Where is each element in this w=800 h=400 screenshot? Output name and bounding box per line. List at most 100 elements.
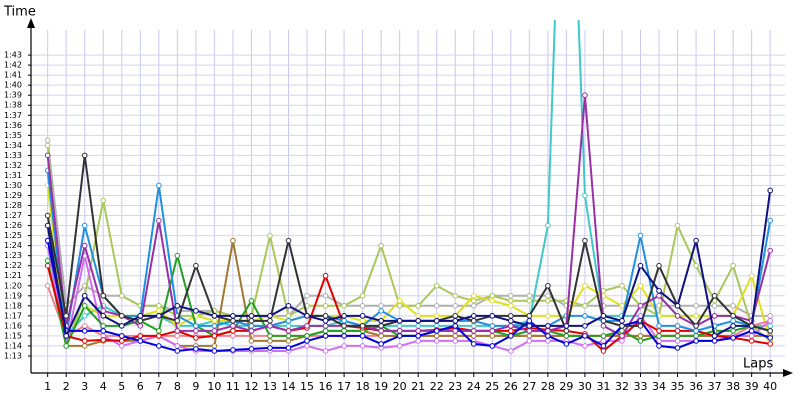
point [304,338,310,344]
point [674,303,681,309]
x-tick-label: 23 [448,380,462,393]
point [526,297,533,304]
point [674,323,681,329]
point [508,333,514,339]
x-tick-label: 19 [374,380,388,393]
y-tick-label: 1:35 [4,131,22,140]
point [637,333,644,339]
point [63,313,69,319]
point [81,328,88,334]
y-tick-label: 1:15 [4,331,22,340]
point [637,262,644,269]
point [711,292,718,299]
point [174,328,181,334]
y-tick-label: 1:13 [4,351,22,360]
point [211,328,218,334]
point [211,323,218,329]
point [248,328,255,334]
point [433,338,440,344]
point [600,333,607,339]
point [248,318,255,324]
point [748,333,755,339]
point [156,303,162,309]
point [322,272,329,279]
point [230,333,236,339]
x-tick-label: 18 [356,380,370,393]
y-tick-label: 1:26 [4,221,22,230]
point [415,323,421,329]
point [322,328,329,334]
point [118,343,125,349]
point [285,345,292,351]
point [81,323,88,329]
point [637,303,644,309]
point [118,292,125,299]
y-tick-label: 1:36 [4,121,22,130]
point [341,328,347,334]
point [396,333,403,339]
point [470,328,477,334]
point [267,345,273,351]
point [193,308,199,314]
point [230,328,236,334]
point [285,328,292,334]
x-tick-label: 13 [263,380,277,393]
point [582,237,588,244]
point [193,328,199,334]
point [341,313,347,319]
x-tick-label: 3 [81,380,88,393]
point [267,318,273,324]
point [526,292,533,299]
point [730,328,736,334]
point [118,333,125,339]
point [304,292,310,299]
point [415,303,421,309]
y-tick-label: 1:37 [4,111,22,120]
point [285,323,292,329]
point [304,313,310,319]
point [378,303,384,309]
point [193,335,199,341]
x-tick-label: 36 [689,380,703,393]
x-tick-label: 30 [578,380,592,393]
point [452,303,459,309]
point [693,313,699,319]
point [415,328,421,334]
point [378,318,384,324]
point [489,292,496,299]
point [285,313,292,319]
x-tick-label: 26 [504,380,518,393]
point [81,292,88,299]
point [137,318,144,324]
x-tick-label: 4 [100,380,107,393]
point [619,338,625,344]
point [248,346,255,352]
point [322,323,329,329]
point [285,333,292,339]
point [156,333,162,339]
point [711,303,718,309]
y-tick-label: 1:24 [4,241,22,250]
point [711,338,718,344]
point [730,303,736,309]
point [582,333,588,339]
point [156,313,162,319]
lines [44,20,773,354]
point [582,92,588,99]
y-tick-label: 1:43 [4,51,22,60]
y-tick-label: 1:16 [4,321,22,330]
x-tick-label: 9 [192,380,199,393]
point [637,323,644,329]
point [730,318,736,324]
point [711,313,718,319]
point [656,328,662,334]
point [508,323,514,329]
x-axis-title: Laps [743,357,773,372]
point [285,303,292,309]
point [452,328,459,334]
point [341,333,347,339]
point [489,313,496,319]
point [508,297,514,304]
point [730,335,736,341]
y-tick-label: 1:17 [4,311,22,320]
